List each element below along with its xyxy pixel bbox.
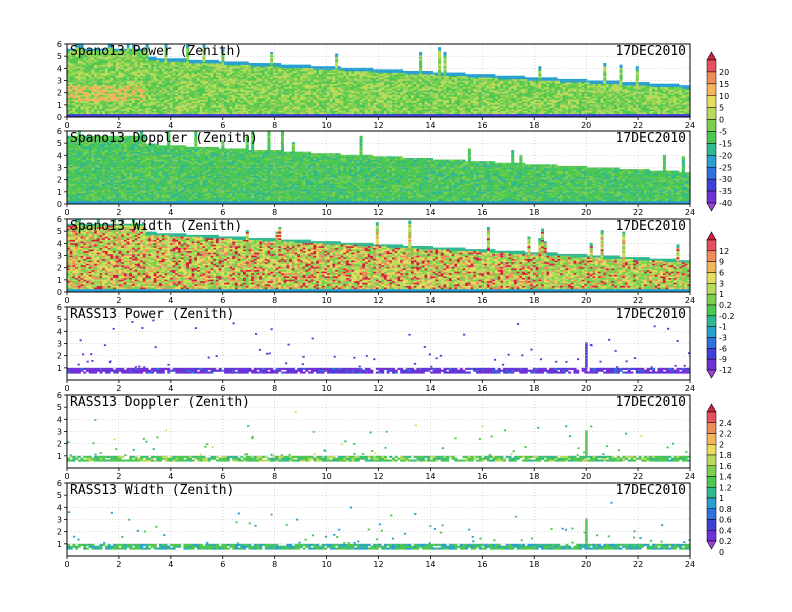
data-cell — [257, 63, 260, 65]
data-cell — [441, 73, 444, 75]
data-cell — [305, 65, 308, 67]
data-cell — [289, 65, 292, 67]
data-cell — [403, 71, 406, 73]
data-cell — [332, 66, 335, 68]
data-cell — [273, 63, 276, 65]
data-cell — [267, 63, 270, 65]
data-cell — [286, 65, 289, 67]
data-cell — [189, 60, 192, 62]
data-cell — [232, 61, 235, 63]
data-cell — [322, 66, 325, 68]
data-cell — [281, 65, 284, 67]
data-cell — [387, 69, 390, 71]
data-cell — [211, 60, 214, 62]
data-cell — [395, 69, 398, 71]
data-cell — [213, 60, 216, 62]
data-cell — [373, 69, 376, 71]
data-cell — [389, 69, 392, 71]
data-cell — [300, 65, 303, 67]
data-cell — [276, 63, 279, 65]
data-cell — [265, 63, 268, 65]
data-cell — [384, 69, 387, 71]
data-cell — [246, 61, 249, 63]
data-cell — [262, 63, 265, 65]
data-cell — [427, 71, 430, 73]
data-cell — [408, 71, 411, 73]
data-cell — [392, 69, 395, 71]
data-cell — [254, 63, 257, 65]
data-cell — [330, 66, 333, 68]
data-cell — [219, 61, 222, 63]
data-cell — [205, 60, 208, 62]
data-cell — [376, 69, 379, 71]
data-cell — [411, 71, 414, 73]
data-cell — [270, 52, 273, 54]
data-cell — [278, 63, 281, 65]
data-cell — [338, 66, 341, 68]
data-cell — [227, 61, 230, 63]
data-cell — [419, 52, 422, 54]
data-cell — [251, 63, 254, 65]
data-cell — [316, 66, 319, 68]
data-cell — [259, 63, 262, 65]
data-cell — [416, 71, 419, 73]
data-cell — [308, 65, 311, 67]
data-cell — [433, 73, 436, 75]
data-cell — [235, 61, 238, 63]
data-cell — [240, 61, 243, 63]
data-cell — [435, 73, 438, 75]
data-cell — [313, 66, 316, 68]
data-cell — [216, 60, 219, 62]
data-cell — [311, 66, 314, 68]
data-cell — [230, 61, 233, 63]
data-cell — [194, 60, 197, 62]
data-cell — [335, 54, 338, 56]
data-cell — [327, 66, 330, 68]
data-cell — [243, 61, 246, 63]
data-cell — [400, 69, 403, 71]
data-cell — [284, 65, 287, 67]
data-cell — [208, 60, 211, 62]
data-cell — [414, 71, 417, 73]
data-cell — [295, 65, 298, 67]
data-cell — [192, 60, 195, 62]
data-cell — [319, 66, 322, 68]
data-cell — [297, 65, 300, 67]
data-cell — [425, 71, 428, 73]
data-cell — [422, 71, 425, 73]
data-cell — [381, 69, 384, 71]
data-cell — [303, 65, 306, 67]
data-cell — [197, 60, 200, 62]
data-cell — [324, 66, 327, 68]
data-cell — [438, 47, 441, 49]
data-cell — [379, 69, 382, 71]
data-cell — [248, 63, 251, 65]
data-cell — [406, 71, 409, 73]
data-cell — [397, 69, 400, 71]
data-cell — [224, 61, 227, 63]
data-cell — [292, 65, 295, 67]
data-cell — [238, 61, 241, 63]
data-cell — [200, 60, 203, 62]
